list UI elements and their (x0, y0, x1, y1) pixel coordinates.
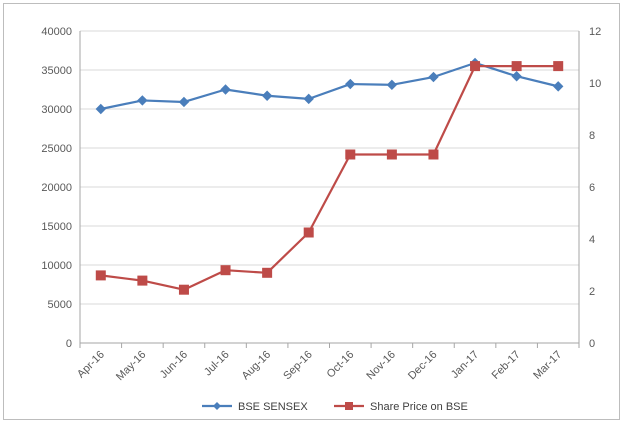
data-point (428, 149, 439, 160)
right-tick-label: 6 (589, 182, 595, 194)
legend-marker-diamond (213, 402, 221, 410)
data-point (178, 284, 189, 295)
data-point (220, 84, 231, 95)
data-point (137, 95, 148, 106)
x-tick-label: Jun-16 (158, 349, 190, 381)
x-tick-label: May-16 (114, 349, 148, 383)
data-point (95, 270, 106, 281)
data-point (553, 61, 564, 72)
data-point (220, 265, 231, 276)
x-tick-label: Jan-17 (449, 349, 481, 381)
data-point (95, 103, 106, 115)
x-tick-label: Feb-17 (490, 349, 523, 382)
data-point (345, 78, 356, 90)
left-tick-label: 25000 (41, 143, 72, 155)
left-tick-label: 10000 (41, 260, 72, 272)
data-point (303, 93, 314, 105)
right-axis-ticks: 0 2 4 6 8 10 12 (589, 26, 601, 350)
right-tick-label: 12 (589, 26, 601, 38)
data-point (178, 96, 190, 108)
data-point (553, 81, 564, 92)
x-tick-label: Apr-16 (75, 349, 107, 381)
right-tick-label: 4 (589, 234, 595, 246)
x-tick-label: Sep-16 (281, 349, 315, 383)
legend-label-2: Share Price on BSE (370, 401, 468, 413)
x-tick-label: Oct-16 (325, 349, 357, 381)
x-tick-label: Nov-16 (364, 349, 398, 383)
left-tick-label: 15000 (41, 221, 72, 233)
data-point (386, 149, 397, 160)
x-tick-label: Jul-16 (202, 349, 232, 379)
left-tick-label: 5000 (48, 299, 72, 311)
chart-svg: 0 5000 10000 15000 20000 25000 30000 35000 40000… (41, 26, 601, 413)
gridlines (80, 30, 579, 305)
series-line-2 (100, 64, 559, 291)
data-point (386, 79, 398, 91)
x-tick-label: Aug-16 (240, 349, 274, 383)
data-point (511, 71, 522, 82)
right-tick-label: 8 (589, 130, 595, 142)
chart-frame: 0 5000 10000 15000 20000 25000 30000 35000 40000… (3, 3, 620, 420)
x-tick-label: Mar-17 (531, 349, 564, 382)
legend-marker-square (345, 402, 353, 410)
data-point (470, 61, 481, 72)
data-point (137, 275, 148, 286)
data-point (262, 267, 273, 278)
right-tick-label: 2 (589, 286, 595, 298)
data-point (303, 227, 314, 238)
legend: BSE SENSEX Share Price on BSE (202, 401, 468, 413)
data-point (428, 71, 439, 83)
data-point (511, 61, 522, 72)
left-axis-ticks: 0 5000 10000 15000 20000 25000 30000 35000 40000 (41, 26, 72, 350)
right-tick-label: 0 (589, 338, 595, 350)
left-tick-label: 35000 (41, 65, 72, 77)
data-point (345, 149, 356, 160)
left-tick-label: 40000 (41, 26, 72, 38)
series-layer (95, 57, 564, 295)
left-tick-label: 30000 (41, 104, 72, 116)
data-point (261, 90, 273, 101)
left-tick-label: 0 (66, 338, 72, 350)
left-tick-label: 20000 (41, 182, 72, 194)
x-tick-label: Dec-16 (406, 349, 440, 383)
legend-label-1: BSE SENSEX (238, 401, 308, 413)
x-axis-ticks: Apr-16 May-16 Jun-16 Jul-16 Aug-16 Sep-16 Oct-… (75, 343, 580, 383)
right-tick-label: 10 (589, 78, 601, 90)
